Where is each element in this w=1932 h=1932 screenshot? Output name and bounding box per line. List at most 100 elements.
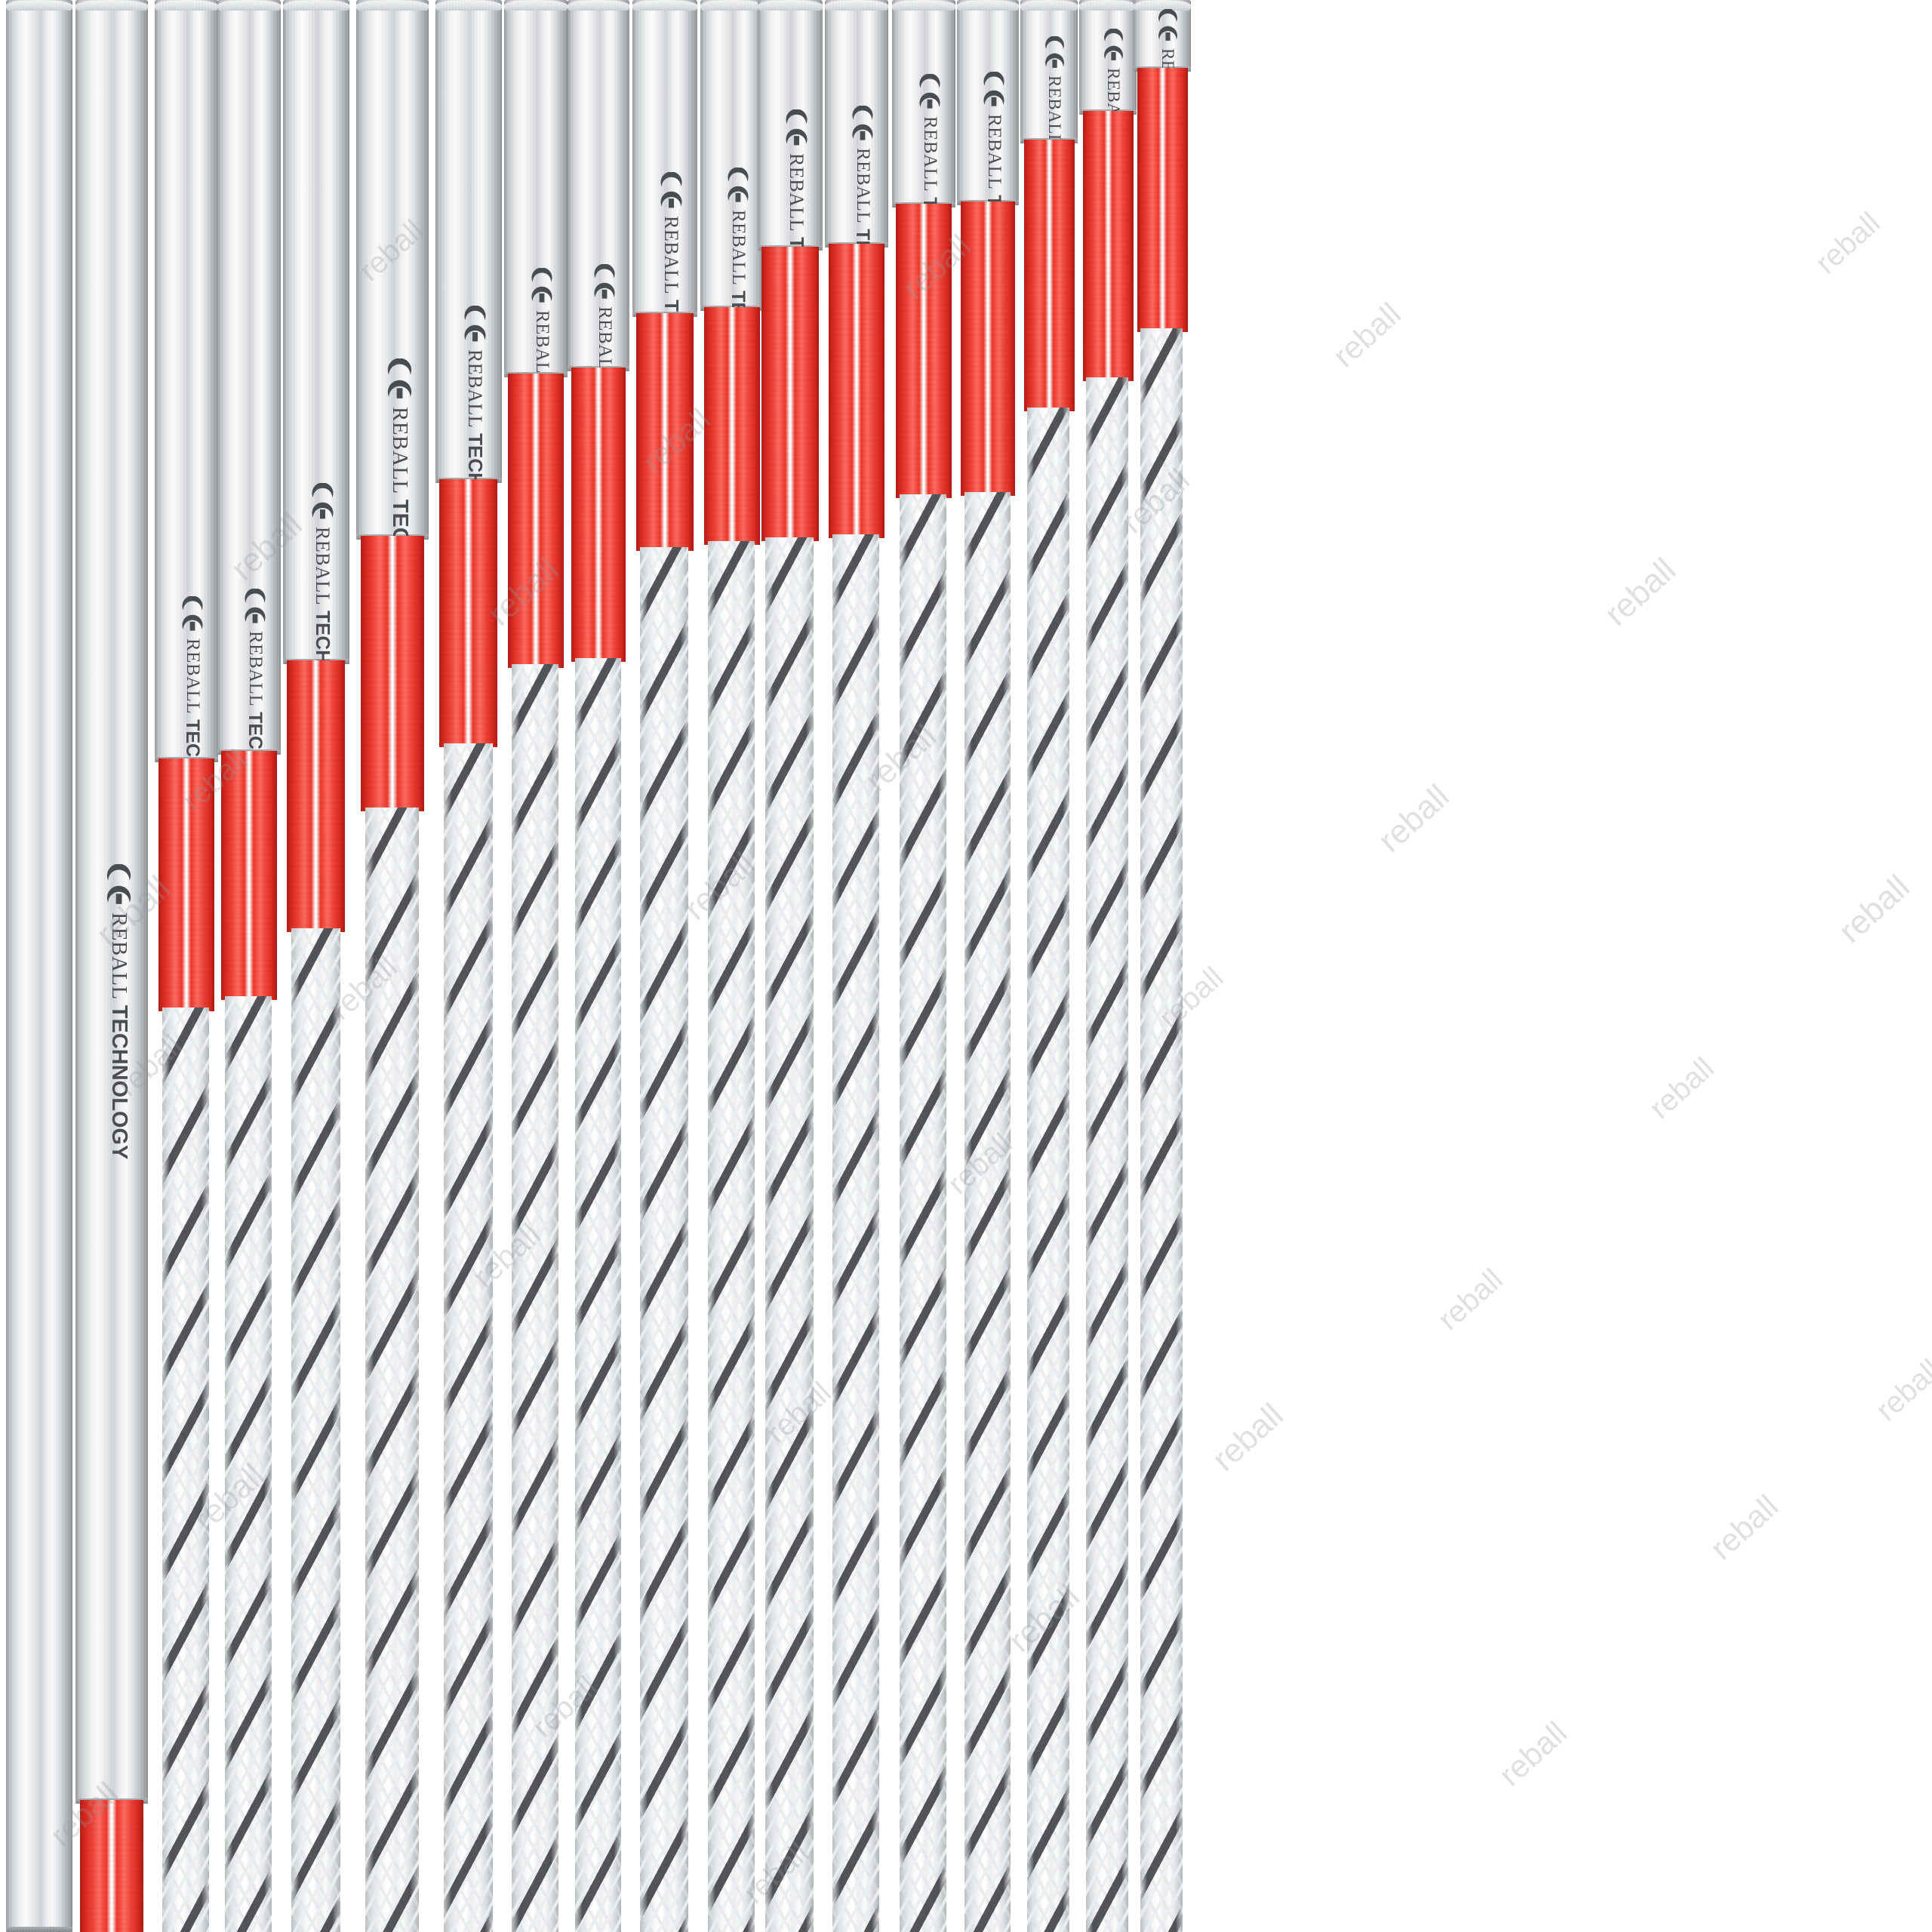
tube-tip: [1134, 0, 1191, 11]
braided-fiberglass-cable: [765, 537, 814, 1932]
red-silicone-lead-pair: [1024, 140, 1075, 411]
red-silicone-lead-pair: [158, 758, 214, 1011]
braided-fiberglass-cable: [162, 1008, 209, 1932]
tube-tip: [892, 0, 955, 11]
red-silicone-lead-pair: [571, 368, 626, 662]
tube-end-cap: [6, 1927, 72, 1932]
cartridge-tube: [1020, 0, 1078, 143]
red-silicone-lead-pair: [636, 313, 694, 551]
red-silicone-lead-pair: [961, 202, 1015, 496]
reball-watermark: reball: [1703, 1487, 1785, 1567]
cartridge-tube: [504, 0, 568, 377]
reball-watermark: reball: [1643, 1051, 1721, 1126]
reball-watermark: reball: [1869, 1353, 1932, 1428]
cartridge-tube: [75, 0, 148, 1804]
red-silicone-lead-pair: [508, 374, 564, 668]
red-silicone-lead-pair: [896, 204, 952, 498]
reball-watermark: reball: [1832, 868, 1917, 950]
braided-fiberglass-cable: [444, 743, 493, 1932]
reball-watermark: reball: [1432, 1263, 1509, 1337]
heater-cartridge-1: [6, 0, 72, 1932]
cartridge-tube: [356, 0, 429, 540]
red-silicone-lead-pair: [80, 1800, 143, 1932]
tube-tip: [356, 0, 429, 11]
tube-tip: [825, 0, 888, 11]
braided-fiberglass-cable: [900, 494, 946, 1932]
braided-fiberglass-cable: [575, 658, 621, 1932]
braided-fiberglass-cable: [708, 541, 755, 1932]
tube-tip: [217, 0, 281, 11]
red-silicone-lead-pair: [221, 751, 277, 1000]
reball-watermark: reball: [1371, 777, 1457, 860]
red-silicone-lead-pair: [439, 479, 497, 747]
cartridge-tube: [283, 0, 349, 664]
braided-fiberglass-cable: [964, 492, 1011, 1932]
cartridge-tube: [1079, 0, 1137, 115]
braided-fiberglass-cable: [291, 928, 340, 1932]
braided-fiberglass-cable: [225, 996, 272, 1932]
cartridge-tube: [957, 0, 1019, 205]
heater-cartridge-2: REBALL TECHNOLOGY: [75, 0, 148, 1932]
cartridge-tube: [6, 0, 72, 1932]
reball-watermark: reball: [1809, 206, 1887, 281]
cartridge-tube: [892, 0, 955, 208]
reball-watermark: reball: [1205, 1396, 1291, 1478]
braided-fiberglass-cable: [832, 534, 879, 1932]
red-silicone-lead-pair: [704, 307, 760, 545]
reball-watermark: reball: [1492, 1714, 1574, 1793]
reball-watermark: reball: [1326, 295, 1407, 374]
tube-tip: [504, 0, 568, 11]
red-silicone-lead-pair: [287, 660, 345, 932]
reball-watermark: reball: [1598, 551, 1683, 633]
tube-tip: [632, 0, 697, 11]
braided-fiberglass-cable: [1086, 377, 1128, 1932]
cartridge-tube: [700, 0, 764, 311]
red-silicone-lead-pair: [361, 536, 424, 811]
cartridge-tube: [435, 0, 502, 483]
braided-fiberglass-cable: [1027, 408, 1069, 1932]
red-silicone-lead-pair: [761, 247, 819, 541]
cartridge-tube: [632, 0, 697, 317]
cartridge-tube: [155, 0, 218, 762]
tube-tip: [6, 0, 72, 11]
tube-tip: [155, 0, 218, 11]
tube-tip: [957, 0, 1019, 11]
tube-tip: [1020, 0, 1078, 11]
red-silicone-lead-pair: [829, 244, 884, 538]
tube-tip: [758, 0, 823, 11]
cartridge-tube: [568, 0, 629, 371]
cartridge-tube: [758, 0, 823, 251]
red-silicone-lead-pair: [1083, 111, 1134, 381]
red-silicone-lead-pair: [1137, 68, 1188, 332]
tube-tip: [435, 0, 502, 11]
braided-fiberglass-cable: [640, 547, 688, 1932]
braided-fiberglass-cable: [512, 664, 558, 1932]
tube-tip: [75, 0, 148, 11]
cartridge-tube: [217, 0, 281, 755]
cartridge-tube: [825, 0, 888, 248]
tube-tip: [283, 0, 349, 11]
cartridge-tube: [1134, 0, 1191, 72]
tube-tip: [1079, 0, 1137, 11]
braided-fiberglass-cable: [365, 808, 419, 1932]
braided-fiberglass-cable: [1140, 328, 1183, 1932]
tube-tip: [700, 0, 764, 11]
tube-tip: [568, 0, 629, 11]
